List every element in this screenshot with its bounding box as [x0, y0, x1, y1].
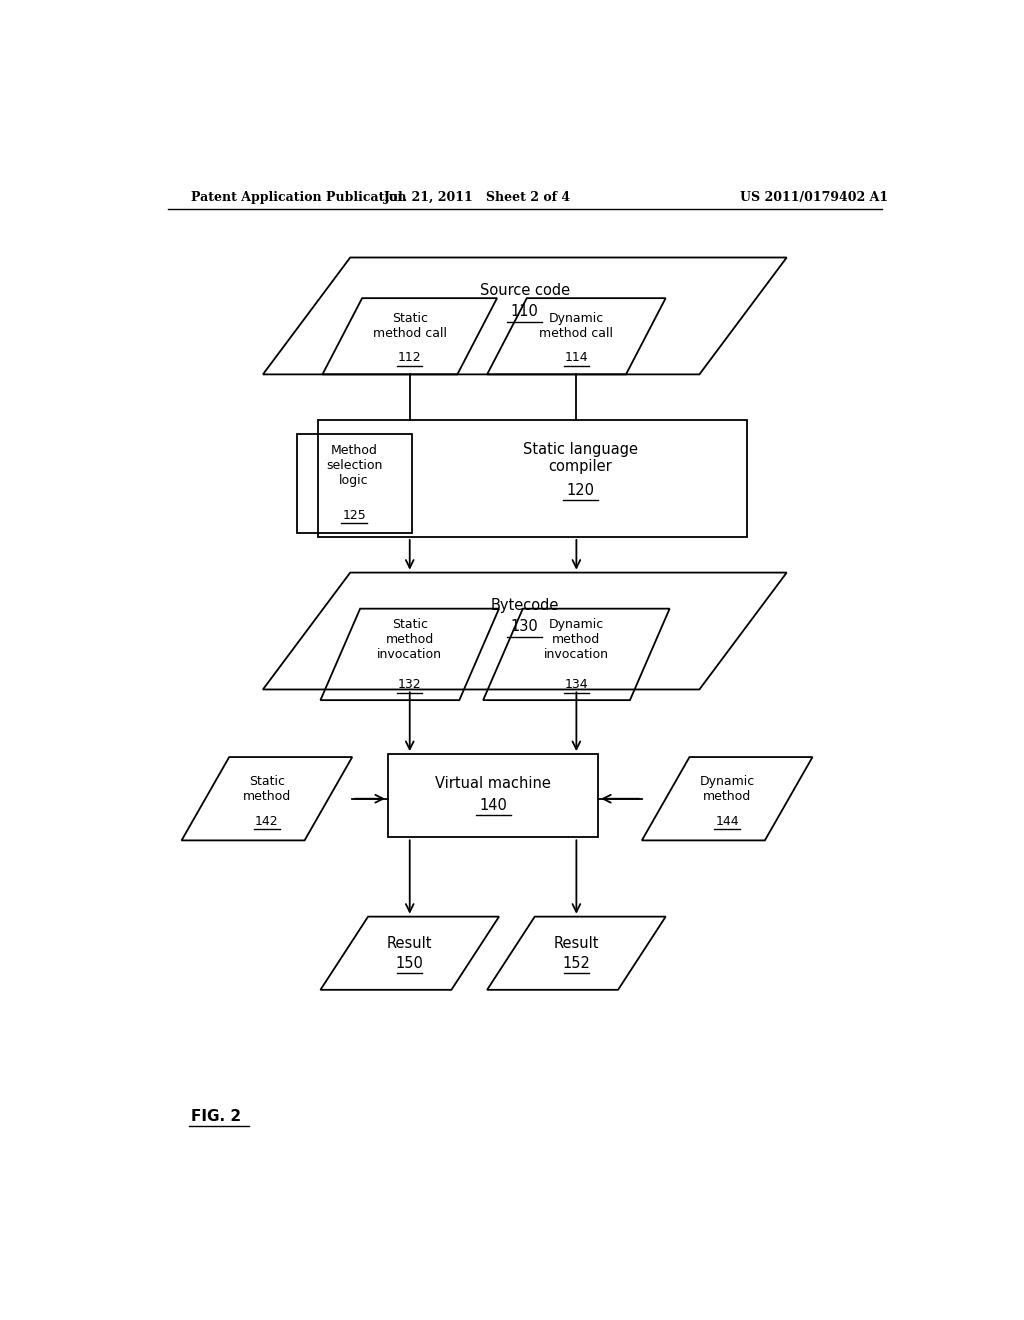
Bar	[318, 420, 748, 537]
Text: 125: 125	[342, 508, 366, 521]
Text: Result: Result	[387, 936, 432, 950]
Text: 150: 150	[396, 956, 424, 972]
Text: Result: Result	[554, 936, 599, 950]
Text: FIG. 2: FIG. 2	[191, 1109, 242, 1125]
Text: Source code: Source code	[479, 282, 570, 298]
Text: Static language
compiler: Static language compiler	[523, 442, 638, 474]
Text: Virtual machine: Virtual machine	[435, 776, 551, 791]
Text: 140: 140	[479, 799, 507, 813]
Bar	[388, 754, 598, 837]
Text: Static
method call: Static method call	[373, 312, 446, 341]
Text: 134: 134	[564, 678, 588, 692]
Text: 112: 112	[398, 351, 422, 364]
Text: 152: 152	[562, 956, 590, 972]
Text: 132: 132	[398, 678, 422, 692]
Text: Jul. 21, 2011   Sheet 2 of 4: Jul. 21, 2011 Sheet 2 of 4	[384, 190, 570, 203]
Text: Dynamic
method: Dynamic method	[699, 775, 755, 803]
Text: Dynamic
method
invocation: Dynamic method invocation	[544, 618, 609, 660]
Text: Dynamic
method call: Dynamic method call	[540, 312, 613, 341]
Text: 114: 114	[564, 351, 588, 364]
Text: Patent Application Publication: Patent Application Publication	[191, 190, 407, 203]
Bar	[297, 434, 412, 533]
Text: Method
selection
logic: Method selection logic	[326, 444, 382, 487]
Text: US 2011/0179402 A1: US 2011/0179402 A1	[740, 190, 889, 203]
Text: 110: 110	[511, 305, 539, 319]
Text: 144: 144	[716, 814, 739, 828]
Text: 130: 130	[511, 619, 539, 635]
Text: Bytecode: Bytecode	[490, 598, 559, 612]
Text: 120: 120	[566, 483, 594, 498]
Text: Static
method
invocation: Static method invocation	[377, 618, 442, 660]
Text: 142: 142	[255, 814, 279, 828]
Text: Static
method: Static method	[243, 775, 291, 803]
